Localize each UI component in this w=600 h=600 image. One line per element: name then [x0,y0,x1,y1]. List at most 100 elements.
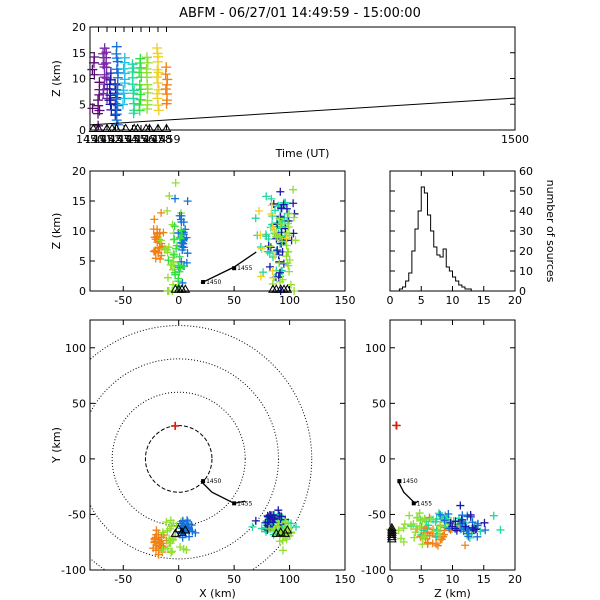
source-marker [112,100,123,111]
source-marker [465,533,474,542]
x-tick-label: 1458 [144,133,172,146]
source-marker [473,532,482,541]
station-marker [275,527,286,536]
source-marker [420,532,429,541]
source-marker [87,103,98,114]
source-marker [274,506,283,515]
figure-title: ABFM - 06/27/01 14:49:59 - 15:00:00 [179,6,421,21]
source-marker [110,110,121,121]
source-marker [267,201,276,210]
track-point [411,501,416,506]
track-point [232,501,237,506]
source-marker [158,528,167,537]
y-tick-label: 100 [365,342,386,355]
source-marker [262,192,271,201]
x-tick-label: 15 [477,294,491,307]
source-marker [400,520,409,529]
y-tick-label: 20 [519,245,533,258]
source-marker [432,540,441,549]
source-marker [264,512,273,521]
source-marker [266,243,275,252]
source-marker [264,234,273,243]
station-marker [177,527,187,536]
station-marker [180,524,191,534]
source-marker [168,220,177,229]
source-marker [440,516,449,525]
source-marker [141,63,152,74]
source-marker [472,525,481,534]
source-marker [275,511,284,520]
source-marker [153,105,164,116]
station-marker [271,528,282,537]
source-marker [257,244,266,253]
source-marker [160,84,171,95]
x-height-frame [89,170,346,292]
x-axis-label: Z (km) [434,587,471,600]
source-marker [99,43,110,54]
source-marker [141,52,152,63]
x-tick-label: 100 [279,294,300,307]
x-tick-label: 20 [508,573,522,586]
y-tick-label: 5 [79,98,86,111]
x-tick-label: 150 [335,294,356,307]
source-marker [269,518,278,527]
source-marker [270,225,279,234]
y-tick-label: 20 [72,21,86,34]
source-marker [278,237,287,246]
source-marker [451,524,460,533]
source-marker [171,178,180,187]
source-marker [169,533,178,542]
x-tick-label: 0 [175,573,182,586]
station-marker [170,528,181,537]
source-marker [191,528,200,537]
source-marker [282,241,291,250]
station-marker [387,531,397,541]
source-marker [163,273,172,282]
source-marker [119,93,130,104]
source-marker [268,266,277,275]
station-marker [120,123,131,132]
plan-view-frame [89,319,346,571]
source-marker [164,243,173,252]
track-point [232,266,237,271]
y-tick-label: 40 [519,205,533,218]
source-marker [175,252,184,261]
source-marker [94,77,105,88]
source-marker [461,541,470,550]
source-marker [111,41,122,52]
x-tick-label: 1456 [127,133,155,146]
source-marker [278,536,287,545]
y-tick-label: 60 [519,165,533,178]
source-marker [89,52,100,63]
x-tick-label: 1450 [76,133,104,146]
x-tick-label: 20 [508,294,522,307]
x-tick-label: 1459 [153,133,181,146]
source-marker [428,539,437,548]
source-marker [164,256,173,265]
source-marker [282,252,291,261]
source-marker [119,68,130,79]
source-marker [171,422,180,431]
source-marker [251,214,260,223]
source-marker [284,247,293,256]
y-tick-label: -50 [368,508,386,521]
x-tick-label: 50 [227,573,241,586]
source-marker [119,52,130,63]
station-marker [387,533,397,543]
source-marker [152,78,163,89]
x-tick-label: 1451 [85,133,113,146]
source-marker [496,525,505,534]
x-tick-label: -50 [114,573,132,586]
x-tick-label: 10 [446,573,460,586]
station-marker [88,123,99,132]
station-marker [180,284,191,293]
source-marker [160,244,169,253]
source-marker [268,223,277,232]
source-marker [273,246,282,255]
y-axis-label: Y (km) [50,427,63,464]
source-marker [182,520,191,529]
y-axis-label: Z (km) [50,213,63,250]
track-label: 1455 [237,500,252,507]
source-marker [476,527,485,536]
source-marker [167,548,176,557]
